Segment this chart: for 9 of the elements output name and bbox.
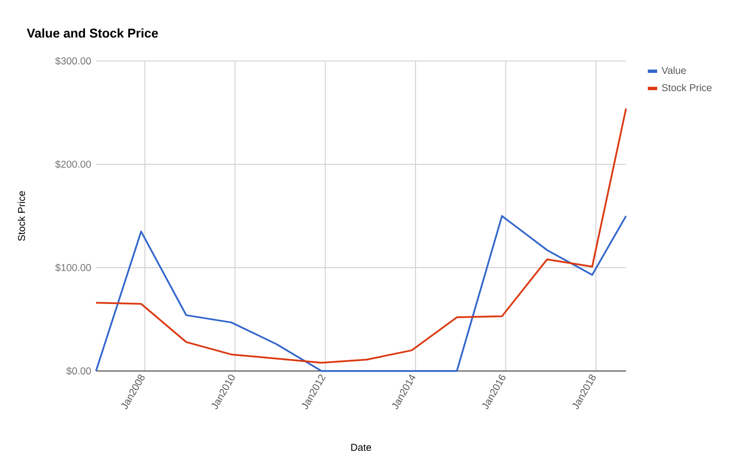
y-axis-title: Stock Price [18,191,26,241]
y-tick-label: $100.00 [55,264,91,272]
chart-title: Value and Stock Price [26,28,158,38]
legend-label: Value [662,66,686,74]
y-tick-label: $0.00 [66,366,91,376]
y-tick-label: $300.00 [55,56,91,66]
x-axis-title: Date [351,444,372,451]
legend-label: Stock Price [662,84,712,92]
y-tick-label: $200.00 [55,160,91,168]
